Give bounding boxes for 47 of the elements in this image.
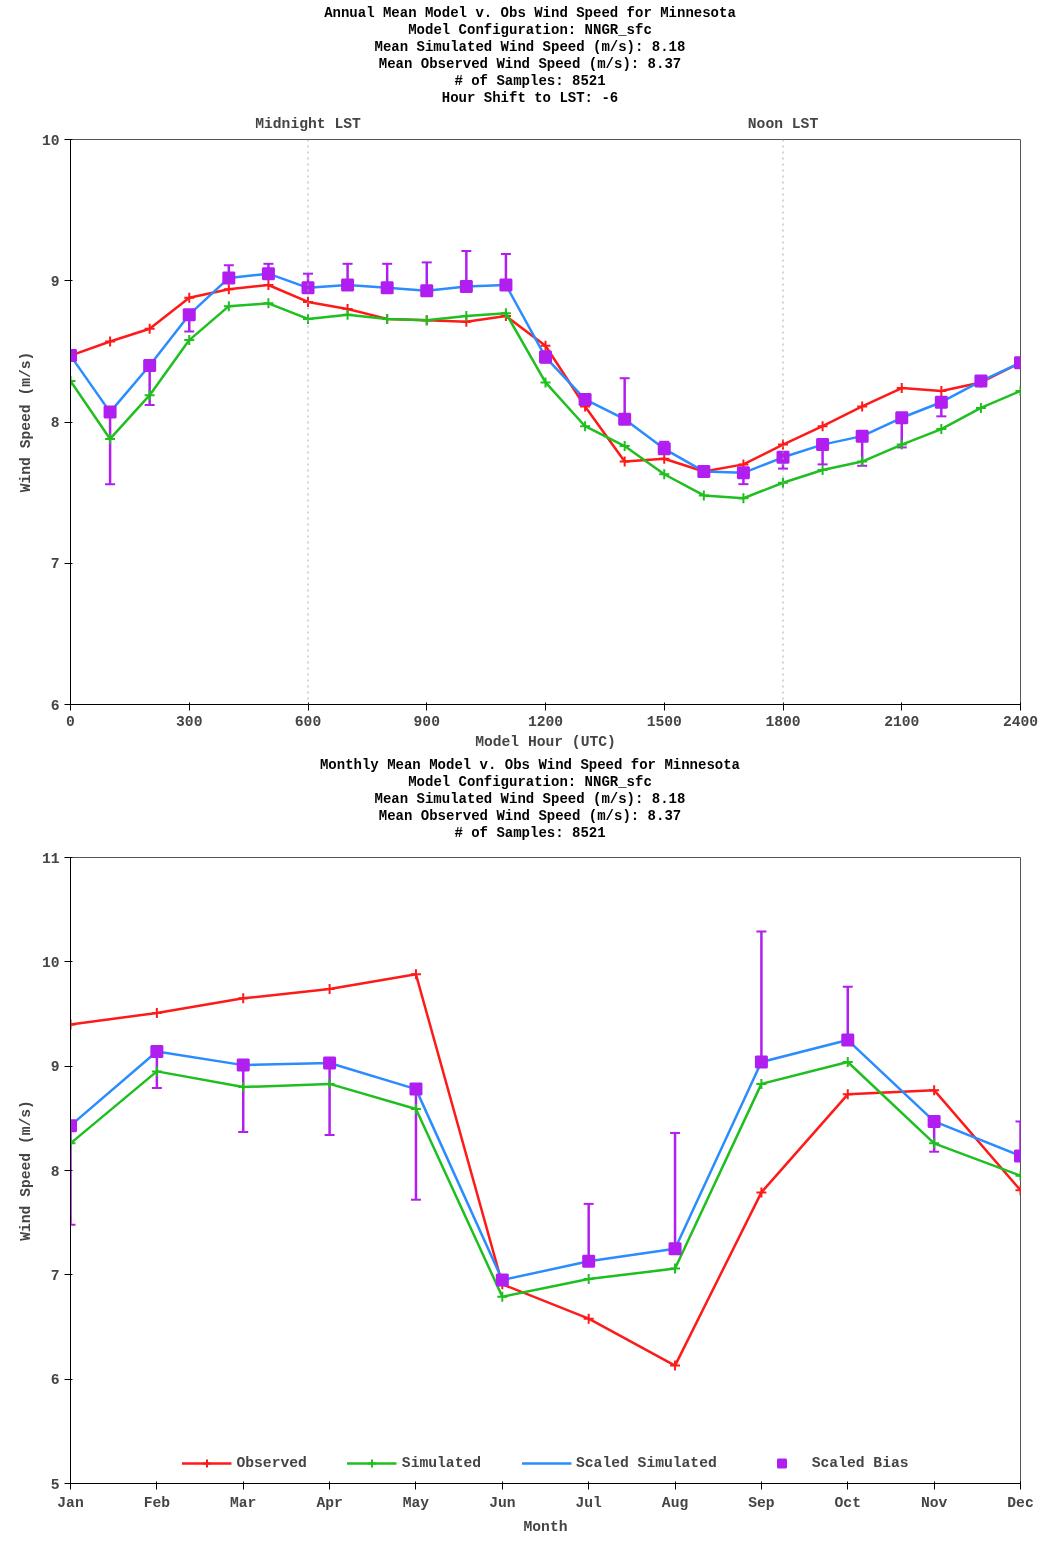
x-tick-label: 300 bbox=[176, 713, 203, 730]
x-tick-label: 900 bbox=[413, 713, 440, 730]
x-tick-label: Apr bbox=[316, 1494, 343, 1511]
y-tick-label: 8 bbox=[50, 1163, 60, 1180]
x-tick-label: Mar bbox=[230, 1494, 257, 1511]
y-tick-label: 9 bbox=[50, 273, 60, 290]
ref-line-label: Midnight LST bbox=[255, 115, 361, 132]
y-tick-label: 7 bbox=[50, 556, 60, 573]
chart-subtitle: Model Configuration: NNGR_sfc Mean Simulated Wind Speed (m/s): 8.18 Mean Observed Wind Speed (m/s): 8.37 # of Samples: 8521 bbox=[374, 774, 686, 841]
x-tick-label: 1200 bbox=[527, 713, 564, 730]
x-tick-label: Jun bbox=[489, 1494, 516, 1511]
x-tick-label: 2400 bbox=[1002, 713, 1039, 730]
x-tick-label: 1500 bbox=[646, 713, 682, 730]
x-tick-label: 1800 bbox=[765, 713, 801, 730]
chart-title: Monthly Mean Model v. Obs Wind Speed for Minnesota bbox=[319, 757, 741, 773]
x-tick-label: Dec bbox=[1007, 1494, 1034, 1511]
x-tick-label: Feb bbox=[143, 1494, 171, 1511]
x-tick-label: Aug bbox=[661, 1494, 689, 1511]
x-tick-label: Nov bbox=[920, 1494, 948, 1511]
ref-line-label: Noon LST bbox=[747, 115, 819, 132]
y-tick-label: 7 bbox=[50, 1267, 60, 1284]
chart-subtitle: Model Configuration: NNGR_sfc Mean Simulated Wind Speed (m/s): 8.18 Mean Observed Wind Speed (m/s): 8.37 # of Samples: 8521 Hour Shift to LST: -6 bbox=[374, 22, 686, 106]
y-tick-label: 9 bbox=[50, 1059, 60, 1076]
x-tick-label: Oct bbox=[834, 1494, 861, 1511]
y-tick-label: 6 bbox=[50, 1372, 60, 1389]
y-tick-label: 10 bbox=[41, 132, 60, 149]
x-axis-title: Month bbox=[523, 1518, 568, 1535]
y-axis-title: Wind Speed (m/s) bbox=[17, 351, 34, 493]
y-tick-label: 8 bbox=[50, 415, 60, 431]
x-tick-label: Jan bbox=[57, 1494, 84, 1511]
legend-label: Scaled Bias bbox=[811, 1455, 909, 1471]
x-tick-label: 0 bbox=[66, 713, 75, 730]
y-tick-label: 6 bbox=[50, 697, 60, 714]
x-tick-label: May bbox=[402, 1494, 430, 1511]
y-tick-label: 5 bbox=[50, 1476, 60, 1493]
x-tick-label: 600 bbox=[294, 713, 322, 730]
x-tick-label: Sep bbox=[748, 1494, 775, 1511]
x-tick-label: 2100 bbox=[884, 713, 920, 730]
legend-label: Simulated bbox=[401, 1455, 482, 1471]
x-axis-title: Model Hour (UTC) bbox=[475, 733, 616, 750]
y-axis-title: Wind Speed (m/s) bbox=[17, 1100, 34, 1241]
y-tick-label: 11 bbox=[41, 850, 60, 867]
chart-title: Annual Mean Model v. Obs Wind Speed for Minnesota bbox=[324, 5, 736, 21]
x-tick-label: Jul bbox=[575, 1494, 603, 1511]
legend-label: Observed bbox=[236, 1455, 307, 1471]
legend-label: Scaled Simulated bbox=[576, 1455, 717, 1471]
y-tick-label: 10 bbox=[41, 954, 60, 971]
